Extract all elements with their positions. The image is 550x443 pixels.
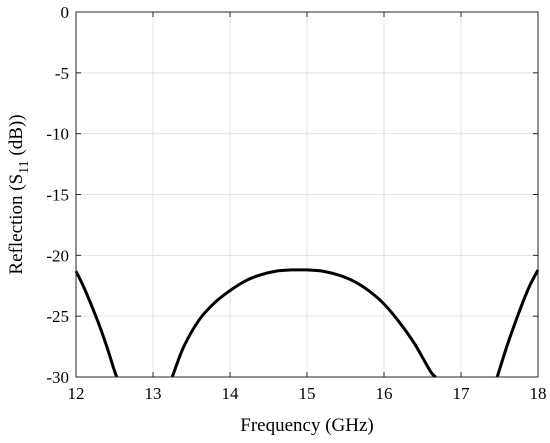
y-tick-label: -15	[46, 186, 69, 205]
y-axis-label-suffix: (dB))	[6, 114, 27, 160]
y-tick-label: 0	[61, 3, 70, 22]
y-tick-label: -25	[46, 307, 69, 326]
axis-ticks: 12 13 14 15 16 17 18 0 -5 -10 -15 -20 -25 -30	[46, 3, 546, 403]
y-tick-label: -10	[46, 125, 69, 144]
y-tick-label: -5	[55, 64, 69, 83]
x-tick-label: 13	[145, 384, 162, 403]
series-line-segment	[170, 268, 437, 379]
y-tick-label: -20	[46, 246, 69, 265]
series-curve	[74, 268, 540, 379]
x-tick-label: 14	[222, 384, 240, 403]
grid-lines	[75, 11, 539, 378]
x-tick-label: 16	[376, 384, 393, 403]
x-tick-label: 12	[68, 384, 85, 403]
series-line-segment	[74, 270, 119, 378]
y-axis-label-subscript: 11	[17, 160, 32, 173]
y-axis-label-prefix: Reflection (S	[6, 174, 27, 275]
x-tick-label: 15	[299, 384, 316, 403]
x-axis-label: Frequency (GHz)	[240, 415, 373, 436]
series-line-segment	[495, 269, 540, 378]
y-tick-label: -30	[46, 368, 69, 387]
x-tick-label: 18	[530, 384, 547, 403]
x-tick-label: 17	[453, 384, 471, 403]
y-axis-label: Reflection (S11 (dB))	[6, 114, 32, 274]
